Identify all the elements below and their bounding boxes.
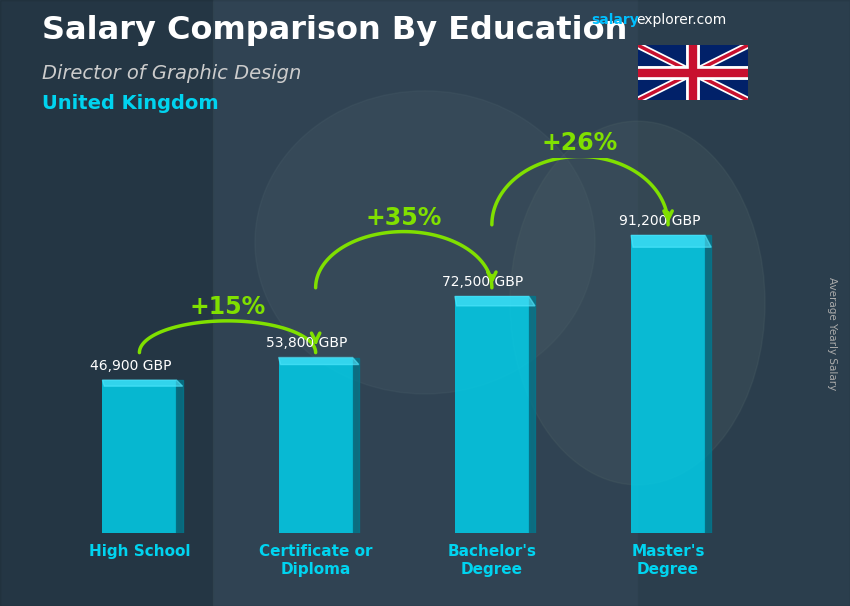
Text: +26%: +26%: [541, 130, 618, 155]
Text: salary: salary: [591, 13, 638, 27]
Polygon shape: [529, 296, 535, 533]
Polygon shape: [631, 235, 711, 247]
Polygon shape: [455, 296, 535, 306]
Text: United Kingdom: United Kingdom: [42, 94, 219, 113]
Bar: [102, 380, 177, 533]
Bar: [279, 358, 353, 533]
Polygon shape: [177, 380, 183, 533]
Polygon shape: [353, 358, 359, 533]
Bar: [0, 0, 212, 606]
Ellipse shape: [255, 91, 595, 394]
Text: 72,500 GBP: 72,500 GBP: [442, 275, 524, 289]
Text: explorer.com: explorer.com: [636, 13, 726, 27]
Ellipse shape: [510, 121, 765, 485]
Bar: [638, 0, 850, 606]
Bar: [631, 235, 706, 533]
Text: Director of Graphic Design: Director of Graphic Design: [42, 64, 302, 82]
Text: 53,800 GBP: 53,800 GBP: [266, 336, 348, 350]
Bar: [212, 0, 638, 606]
Text: Salary Comparison By Education: Salary Comparison By Education: [42, 15, 628, 46]
Polygon shape: [102, 380, 183, 386]
Text: 91,200 GBP: 91,200 GBP: [619, 214, 700, 228]
Polygon shape: [279, 358, 359, 365]
Text: +15%: +15%: [190, 295, 266, 319]
Text: 46,900 GBP: 46,900 GBP: [90, 359, 172, 373]
Text: +35%: +35%: [366, 205, 442, 230]
Bar: [455, 296, 529, 533]
Polygon shape: [706, 235, 711, 533]
Text: Average Yearly Salary: Average Yearly Salary: [827, 277, 837, 390]
